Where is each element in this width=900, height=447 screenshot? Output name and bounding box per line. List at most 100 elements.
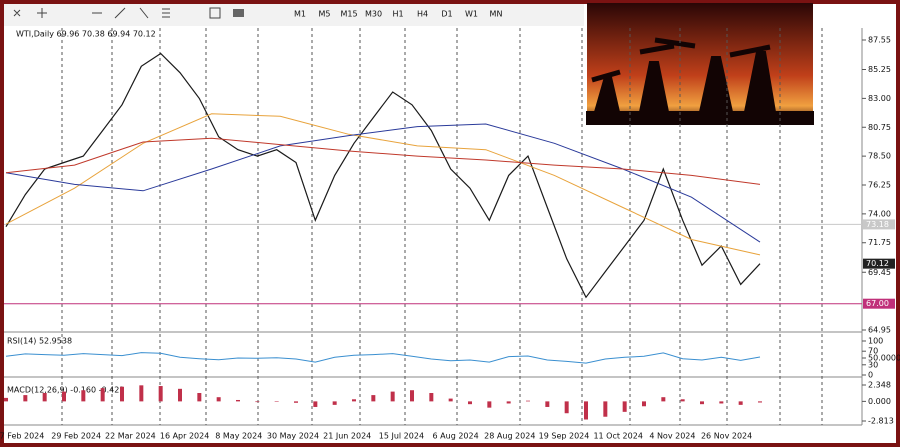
timeframe-button[interactable]: MN xyxy=(490,10,503,19)
macd-bar xyxy=(332,401,337,405)
macd-bar xyxy=(100,388,105,402)
macd-bar xyxy=(139,385,144,402)
macd-bar xyxy=(352,399,356,402)
timeframe-button[interactable]: H4 xyxy=(417,10,428,19)
y-tick-label: 100 xyxy=(868,337,883,346)
x-tick-label: 11 Oct 2024 xyxy=(593,432,642,441)
y-tick-label: 69.45 xyxy=(868,268,891,277)
macd-bar xyxy=(661,397,666,402)
macd-bar xyxy=(410,390,414,402)
y-tick-label: 78.50 xyxy=(868,152,891,161)
tool-icons[interactable] xyxy=(13,7,170,19)
x-tick-label: 15 Jul 2024 xyxy=(379,432,424,441)
timeframe-button[interactable]: M5 xyxy=(319,10,331,19)
level-label: 73.18 xyxy=(866,220,889,229)
macd-bar xyxy=(81,390,86,402)
level-box xyxy=(863,298,895,309)
toolbar-bg xyxy=(4,4,584,26)
macd-bar xyxy=(429,393,434,402)
macd-bar xyxy=(642,401,646,407)
y-tick-label: 85.25 xyxy=(868,65,891,74)
timeframe-button[interactable]: D1 xyxy=(441,10,452,19)
label-tool[interactable] xyxy=(233,9,244,17)
x-tick-label: 30 May 2024 xyxy=(267,432,319,441)
macd-bar xyxy=(178,388,182,402)
macd-bar xyxy=(255,401,260,403)
macd-bar xyxy=(4,397,8,402)
timeframe-button[interactable]: M15 xyxy=(340,10,357,19)
macd-bar xyxy=(23,395,28,402)
level-box xyxy=(863,258,895,269)
sunset xyxy=(587,3,813,124)
rsi-header: RSI(14) 52.9538 xyxy=(7,337,72,346)
macd-bar xyxy=(313,401,318,407)
pump-beams xyxy=(591,37,771,83)
x-tick-label: 4 Nov 2024 xyxy=(649,432,695,441)
macd-header: MACD(12,26,9) -0.160 -0.421 xyxy=(7,386,124,395)
macd-bar xyxy=(274,401,279,402)
x-tick-label: 8 May 2024 xyxy=(215,432,262,441)
macd-bar xyxy=(236,399,240,402)
x-tick-label: 16 Apr 2024 xyxy=(160,432,209,441)
x-tick-label: 22 Mar 2024 xyxy=(105,432,156,441)
toolbar xyxy=(4,4,584,26)
timeframes: M1 M5 M15 M30 H1 H4 D1 W1 MN xyxy=(294,10,502,19)
macd-bar xyxy=(564,401,569,414)
ad-image xyxy=(586,3,814,125)
macd-bar xyxy=(680,399,685,402)
y-tick-label: -2.813 xyxy=(868,417,894,426)
macd-bar xyxy=(390,391,395,402)
macd-bar xyxy=(506,401,511,404)
y-tick-label: 0 xyxy=(868,371,873,380)
macd-bar xyxy=(371,395,376,402)
y-tick-label: 0.000 xyxy=(868,397,891,406)
level-label: 70.12 xyxy=(866,259,889,268)
macd-bar xyxy=(62,391,66,402)
series-line xyxy=(5,137,761,185)
macd-bar xyxy=(158,386,163,402)
timeframe-button[interactable]: H1 xyxy=(392,10,403,19)
x-tick-label: 21 Jun 2024 xyxy=(323,432,371,441)
y-tick-label: 80.75 xyxy=(868,123,891,132)
y-tick-label: 2.348 xyxy=(868,381,891,390)
macd-bar xyxy=(603,401,608,417)
macd-bar xyxy=(584,401,588,420)
x-tick-label: 7 Feb 2024 xyxy=(0,432,44,441)
y-tick-label: 30 xyxy=(868,360,878,369)
y-tick-label: 87.55 xyxy=(868,36,891,45)
macd-bar xyxy=(719,401,724,404)
macd-bar xyxy=(738,401,743,405)
y-tick-label: 71.75 xyxy=(868,238,891,247)
timeframe-button[interactable]: M30 xyxy=(365,10,382,19)
series-line xyxy=(5,123,761,243)
x-tick-label: 6 Aug 2024 xyxy=(433,432,479,441)
macd-bar xyxy=(216,397,221,402)
y-tick-label: 70 xyxy=(868,347,878,356)
y-tick-label: 76.25 xyxy=(868,181,891,190)
x-tick-label: 26 Nov 2024 xyxy=(701,432,752,441)
x-tick-label: 19 Sep 2024 xyxy=(539,432,590,441)
y-tick-label: 83.00 xyxy=(868,94,891,103)
macd-bar xyxy=(448,398,453,402)
y-tick-label: 50.0000 xyxy=(868,354,900,363)
y-tick-label: 74.00 xyxy=(868,209,891,218)
timeframe-button[interactable]: M1 xyxy=(294,10,306,19)
macd-bar xyxy=(120,386,124,402)
timeframe-button[interactable]: W1 xyxy=(465,10,478,19)
level-box xyxy=(863,219,895,230)
price-header: WTI,Daily 69.96 70.38 69.94 70.12 xyxy=(16,30,156,39)
macd-bar xyxy=(294,401,298,403)
macd-bar xyxy=(468,401,472,405)
series-line xyxy=(5,352,761,364)
macd-bar xyxy=(487,401,492,408)
macd-bar xyxy=(700,401,704,405)
macd-bar xyxy=(526,400,530,402)
x-tick-label: 28 Aug 2024 xyxy=(484,432,535,441)
macd-bar xyxy=(42,393,47,402)
macd-bar xyxy=(545,401,550,407)
series-line xyxy=(5,113,761,256)
text-tool[interactable] xyxy=(209,7,221,19)
macd-bar xyxy=(197,393,202,402)
macd-bar xyxy=(622,401,627,412)
level-label: 67.00 xyxy=(866,299,889,308)
